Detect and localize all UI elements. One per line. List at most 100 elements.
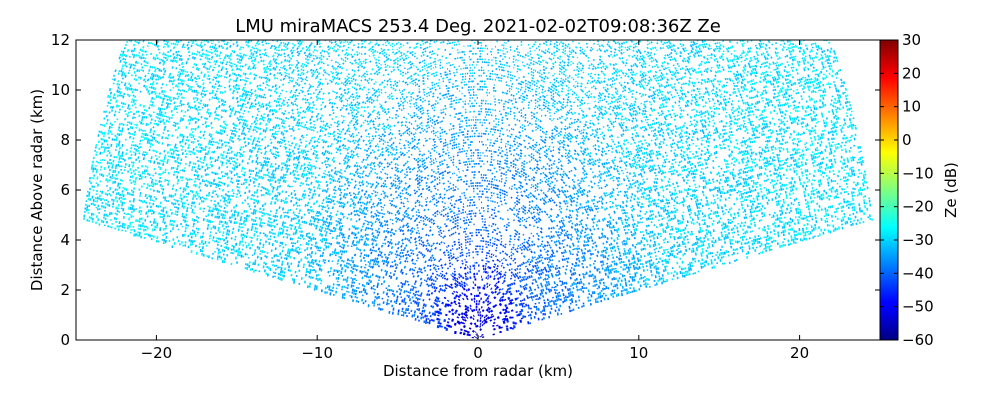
radar-gate (573, 185, 577, 190)
radar-gate (568, 100, 572, 104)
radar-gate (514, 297, 518, 301)
radar-gate (378, 165, 381, 168)
radar-gate (581, 225, 585, 229)
radar-gate (327, 259, 330, 263)
radar-gate (317, 218, 320, 222)
radar-gate (548, 158, 552, 162)
radar-gate (550, 180, 554, 184)
radar-gate (346, 187, 349, 190)
radar-gate (432, 197, 436, 200)
radar-gate (532, 208, 536, 211)
radar-gate (514, 169, 517, 173)
radar-gate (349, 140, 352, 143)
radar-gate (548, 117, 552, 121)
radar-gate (345, 161, 349, 165)
radar-gate (432, 219, 435, 222)
radar-gate (581, 113, 585, 117)
radar-gate (411, 268, 414, 271)
radar-gate (440, 120, 444, 123)
radar-gate (515, 196, 519, 200)
radar-gate (315, 214, 318, 217)
radar-gate (541, 130, 544, 133)
radar-gate (345, 193, 349, 196)
radar-gate (518, 68, 522, 71)
radar-gate (392, 148, 396, 151)
radar-gate (367, 268, 370, 272)
radar-gate (496, 232, 499, 235)
radar-gate (464, 236, 467, 239)
radar-gate (409, 105, 412, 108)
radar-gate (518, 157, 521, 160)
radar-gate (569, 117, 572, 120)
radar-gate (644, 247, 647, 251)
radar-gate (367, 182, 370, 185)
radar-gate (537, 167, 541, 171)
radar-gate (386, 263, 389, 267)
radar-gate (552, 117, 555, 120)
radar-gate (338, 205, 341, 208)
radar-gate (529, 167, 532, 170)
radar-gate (354, 184, 358, 187)
radar-gate (632, 233, 635, 237)
radar-gate (433, 109, 436, 112)
radar-gate (368, 120, 372, 123)
radar-gate (445, 313, 448, 317)
radar-gate (573, 149, 577, 153)
radar-gate (630, 230, 633, 234)
radar-gate (528, 296, 531, 299)
radar-gate (389, 193, 393, 197)
radar-gate (563, 234, 567, 237)
radar-gate (404, 188, 408, 191)
radar-gate (519, 149, 523, 152)
radar-gate (613, 276, 616, 281)
radar-gate (457, 295, 461, 299)
radar-gate (635, 227, 638, 232)
radar-gate (407, 192, 410, 196)
radar-gate (440, 75, 443, 78)
radar-gate (405, 117, 408, 120)
radar-gate (345, 179, 348, 182)
radar-gate (360, 208, 363, 211)
radar-gate (570, 233, 573, 236)
radar-gate (496, 277, 500, 281)
radar-gate (636, 263, 639, 266)
radar-gate (540, 243, 543, 246)
radar-gate (452, 183, 455, 186)
radar-gate (625, 256, 628, 259)
radar-gate (382, 139, 385, 142)
radar-gate (522, 107, 525, 110)
radar-gate (465, 330, 469, 333)
radar-gate (541, 261, 544, 265)
radar-gate (558, 241, 562, 245)
radar-gate (449, 325, 453, 329)
radar-gate (413, 138, 416, 142)
radar-gate (526, 196, 530, 199)
radar-gate (354, 264, 357, 268)
radar-gate (438, 173, 441, 176)
radar-gate (344, 147, 347, 150)
radar-gate (517, 313, 521, 317)
radar-gate (375, 217, 379, 221)
radar-gate (524, 79, 527, 82)
radar-gate (565, 195, 568, 199)
radar-gate (544, 196, 547, 199)
radar-gate (505, 165, 509, 168)
radar-gate (530, 111, 533, 114)
radar-gate (607, 169, 611, 173)
radar-gate (432, 242, 435, 246)
radar-gate (418, 221, 421, 224)
radar-gate (623, 190, 627, 194)
radar-gate (451, 272, 454, 275)
radar-gate (411, 168, 414, 171)
radar-gate (579, 120, 582, 124)
radar-gate (555, 108, 559, 111)
radar-gate (314, 241, 318, 245)
radar-gate (355, 269, 358, 272)
radar-gate (598, 236, 601, 240)
radar-gate (513, 143, 517, 146)
radar-gate (613, 262, 616, 266)
radar-gate (590, 274, 593, 278)
radar-gate (346, 177, 349, 181)
radar-gate (506, 287, 510, 291)
radar-gate (439, 72, 442, 75)
